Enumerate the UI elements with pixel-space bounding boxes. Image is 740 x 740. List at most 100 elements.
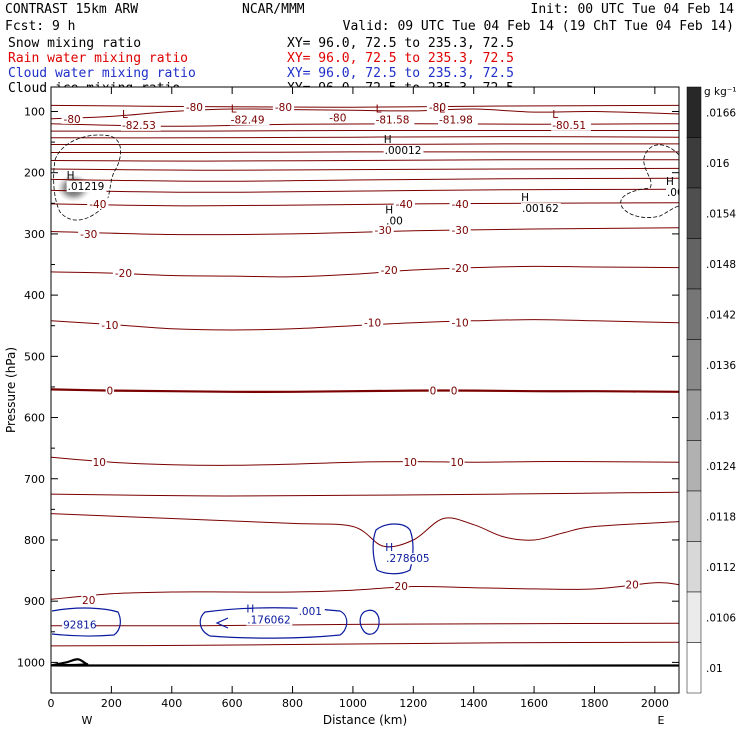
extremum-value: -81.98	[439, 114, 473, 126]
x-tick-label: 2000	[641, 697, 669, 710]
x-tick-label: 1200	[399, 697, 427, 710]
low-marker: L	[376, 103, 382, 115]
y-tick-label: 200	[24, 167, 45, 180]
low-marker: L	[439, 103, 445, 115]
x-tick-label: 1400	[460, 697, 488, 710]
high-marker: H	[385, 542, 393, 554]
temperature-label: -80	[275, 102, 292, 114]
field-rain-name: Rain water mixing ratio	[8, 51, 188, 66]
contour-label-bg	[91, 456, 107, 468]
contour-label-bg	[183, 101, 206, 113]
center-label: NCAR/MMM	[242, 2, 305, 17]
cloud-ice-contour-west	[53, 134, 122, 221]
extremum-label-bg	[385, 215, 407, 227]
temperature-contour	[51, 136, 679, 139]
y-tick-label: 800	[24, 534, 45, 547]
contour-label-bg	[402, 456, 418, 468]
y-tick-label: 500	[24, 350, 45, 363]
low-marker: L	[552, 109, 558, 121]
high-marker: H	[67, 170, 75, 182]
colorbar-swatch	[686, 238, 702, 290]
extremum-label-bg	[551, 119, 592, 131]
x-tick-label: 200	[101, 697, 122, 710]
temperature-label: 0	[430, 386, 437, 398]
high-marker: H	[384, 134, 392, 146]
temperature-label: -30	[80, 229, 97, 241]
contour-label-bg	[78, 227, 100, 239]
y-axis-label: Pressure (hPa)	[4, 347, 18, 433]
colorbar-unit: g kg⁻¹	[704, 86, 737, 98]
temperature-contour-10	[51, 456, 679, 466]
extremum-label-bg	[385, 553, 432, 565]
temperature-contour--40	[51, 202, 679, 207]
contour-label-bg	[449, 262, 471, 274]
extremum-value: -82.49	[231, 114, 265, 126]
extremum-value: -81.58	[376, 114, 410, 126]
temperature-label: -10	[101, 320, 118, 332]
extremum-value: .176062	[247, 614, 290, 626]
high-marker: H	[385, 204, 393, 216]
colorbar-tick-label: .0118	[706, 511, 736, 523]
y-tick-label: 700	[24, 473, 45, 486]
temperature-contour	[51, 167, 679, 171]
colorbar-swatch	[686, 591, 702, 643]
chart-title: CONTRAST 15km ARW	[5, 2, 138, 17]
colorbar-swatch	[686, 339, 702, 391]
colorbar-tick-label: .0142	[706, 309, 736, 321]
contour-label-bg	[99, 319, 121, 331]
field-snow-name: Snow mixing ratio	[8, 36, 141, 51]
valid-time: Valid: 09 UTC Tue 04 Feb 14 (19 ChT Tue …	[343, 19, 734, 34]
x-tick-label: 800	[282, 697, 303, 710]
contour-label-bg	[393, 579, 409, 591]
contour-label-bg	[449, 197, 471, 209]
extremum-label-bg	[62, 619, 96, 631]
extremum-label-bg	[297, 605, 325, 617]
temperature-label: -40	[452, 199, 469, 211]
low-marker: L	[231, 103, 237, 115]
temperature-contour-0	[51, 388, 679, 393]
x-tick-label: 0	[48, 697, 55, 710]
x-end-label-east: E	[658, 714, 665, 727]
x-axis-label: Distance (km)	[323, 713, 407, 727]
temperature-contour-20	[51, 582, 679, 600]
contour-label-bg	[449, 384, 459, 396]
temperature-contour	[51, 188, 679, 193]
temperature-contour	[51, 177, 679, 182]
colorbar-tick-label: .0124	[706, 461, 736, 473]
contour-label-bg	[87, 197, 109, 209]
extremum-value: .00012	[385, 145, 422, 157]
temperature-contour--70	[51, 104, 679, 108]
field-rain-xy: XY= 96.0, 72.5 to 235.3, 72.5	[287, 51, 514, 66]
contour-label-bg	[112, 267, 135, 279]
temperature-label: -20	[381, 265, 398, 277]
contour-label-bg	[61, 112, 83, 124]
cloud-water-contour-mid	[199, 607, 348, 639]
extremum-value: .005	[667, 187, 690, 199]
colorbar-tick-label: .016	[706, 158, 730, 170]
contour-label-bg	[81, 593, 97, 605]
extremum-value: .00162	[522, 203, 559, 215]
temperature-contour--10	[51, 319, 679, 331]
extremum-value: .01219	[68, 181, 105, 193]
contour-label-bg	[428, 384, 438, 396]
extremum-label-bg	[383, 144, 424, 156]
temperature-label: 0	[107, 386, 114, 398]
colorbar-swatch	[686, 389, 702, 441]
contour-label-bg	[449, 224, 471, 236]
colorbar-swatch	[686, 440, 702, 492]
extremum-value: 92816	[63, 619, 97, 631]
temperature-contour	[51, 159, 679, 162]
temperature-contour	[51, 641, 679, 647]
cloud-water-contour-small	[359, 609, 380, 635]
temperature-label: -40	[89, 199, 106, 211]
contour-label-bg	[327, 111, 349, 123]
low-marker: L	[122, 109, 128, 121]
cloud-water-contour-arrow	[215, 617, 229, 629]
contour-label-bg	[272, 101, 295, 113]
temperature-contour	[51, 622, 679, 627]
temperature-label: 0	[451, 386, 458, 398]
temperature-label: 20	[395, 581, 408, 593]
temperature-contour--30	[51, 227, 679, 236]
cloud-ice-contour-east	[620, 144, 679, 218]
